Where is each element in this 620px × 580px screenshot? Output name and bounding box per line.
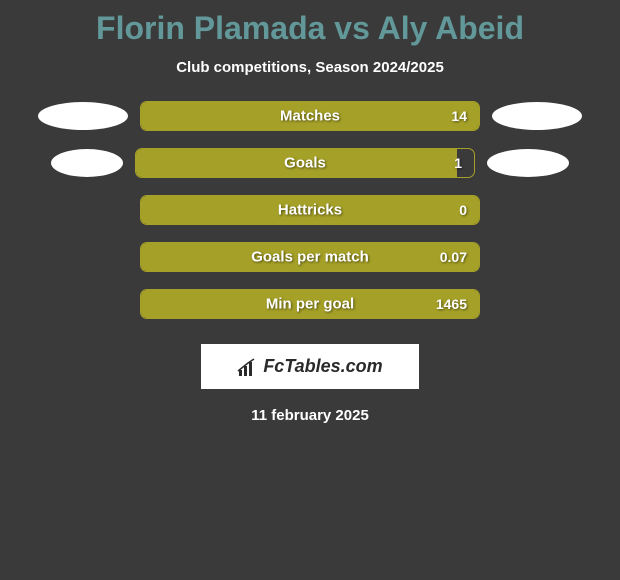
stat-row: Min per goal 1465	[38, 289, 582, 319]
chart-icon	[237, 358, 257, 376]
stat-bar: Goals 1	[135, 148, 475, 178]
stat-bar: Goals per match 0.07	[140, 242, 480, 272]
stat-bar: Hattricks 0	[140, 195, 480, 225]
ellipse-right	[492, 102, 582, 130]
bar-label: Goals	[284, 155, 326, 172]
main-container: Florin Plamada vs Aly Abeid Club competi…	[0, 0, 620, 434]
bar-label: Goals per match	[251, 249, 369, 266]
stat-bar: Min per goal 1465	[140, 289, 480, 319]
logo-text: FcTables.com	[237, 356, 382, 377]
stat-row: Hattricks 0	[38, 195, 582, 225]
ellipse-left	[51, 149, 123, 177]
ellipse-right	[487, 149, 569, 177]
bar-value-right: 1	[454, 155, 462, 171]
stat-row: Goals 1	[38, 148, 582, 178]
stat-bar: Matches 14	[140, 101, 480, 131]
page-title: Florin Plamada vs Aly Abeid	[96, 10, 524, 47]
stats-area: Matches 14 Goals 1 Hattricks 0 Goals per match…	[38, 101, 582, 336]
logo-box: FcTables.com	[201, 344, 419, 389]
stat-row: Goals per match 0.07	[38, 242, 582, 272]
date-text: 11 february 2025	[251, 407, 369, 424]
bar-label: Hattricks	[278, 202, 342, 219]
bar-label: Min per goal	[266, 296, 354, 313]
bar-value-right: 0	[459, 202, 467, 218]
bar-value-right: 14	[451, 108, 467, 124]
bar-label: Matches	[280, 108, 340, 125]
ellipse-left	[38, 102, 128, 130]
bar-value-right: 0.07	[440, 249, 467, 265]
logo-label: FcTables.com	[263, 356, 382, 377]
bar-value-right: 1465	[436, 296, 467, 312]
subtitle: Club competitions, Season 2024/2025	[176, 59, 444, 76]
stat-row: Matches 14	[38, 101, 582, 131]
